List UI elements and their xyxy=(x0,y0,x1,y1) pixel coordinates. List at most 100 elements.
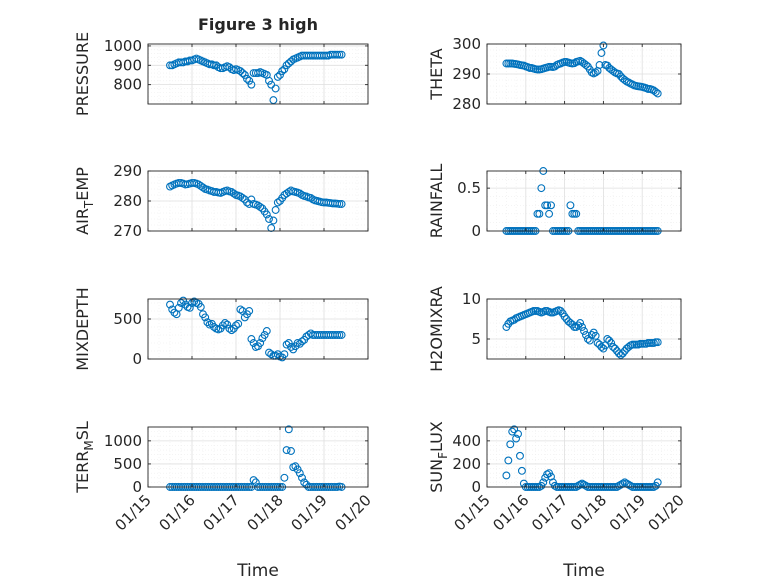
data-point xyxy=(229,189,238,198)
y-tick-label: 290 xyxy=(452,65,481,83)
y-tick-label: 1000 xyxy=(104,432,142,450)
data-point xyxy=(190,297,199,306)
y-axis-label: AIRTEMP xyxy=(73,167,96,235)
data-point xyxy=(535,209,544,218)
data-point xyxy=(295,189,304,198)
x-tick-label: 01/19 xyxy=(288,491,331,534)
chart-title: Figure 3 high xyxy=(198,15,318,34)
subplot-2: 280 290 300 THETA xyxy=(427,35,682,113)
data-point xyxy=(560,312,569,321)
data-point xyxy=(591,331,600,340)
y-tick-label: 290 xyxy=(113,162,142,180)
data-point xyxy=(581,331,590,339)
x-tick-label: 01/16 xyxy=(489,491,532,534)
series-markers xyxy=(166,50,346,105)
data-point xyxy=(247,80,256,89)
data-point xyxy=(284,339,293,347)
axes-box xyxy=(486,426,682,488)
data-point xyxy=(517,466,526,475)
series-markers xyxy=(166,296,346,362)
data-point xyxy=(576,480,585,489)
data-point xyxy=(201,313,210,322)
data-point xyxy=(333,331,342,339)
data-point xyxy=(295,339,304,348)
data-point xyxy=(512,434,521,443)
data-point xyxy=(607,339,616,347)
y-tick-label: 10 xyxy=(462,290,481,308)
data-point xyxy=(174,303,183,312)
data-point xyxy=(271,84,280,93)
x-tick-label: 01/15 xyxy=(112,491,155,534)
y-axis-label: MIXDEPTH xyxy=(73,287,92,370)
y-tick-label: 5 xyxy=(471,330,481,348)
y-tick-label: 1000 xyxy=(104,37,142,55)
data-point xyxy=(653,89,662,98)
data-point xyxy=(614,70,623,78)
data-point xyxy=(238,194,247,202)
data-point xyxy=(614,481,623,490)
y-tick-label: 280 xyxy=(452,95,481,113)
data-point xyxy=(556,307,565,315)
data-point xyxy=(514,429,522,438)
x-tick-label: 01/20 xyxy=(645,491,688,534)
series-markers xyxy=(166,179,346,232)
y-tick-label: 280 xyxy=(113,192,142,210)
data-point xyxy=(223,320,232,329)
data-point xyxy=(273,198,282,207)
data-point xyxy=(166,300,174,309)
data-point xyxy=(267,80,276,89)
data-point xyxy=(597,49,606,57)
data-point xyxy=(256,339,265,347)
data-point xyxy=(576,319,585,327)
data-point xyxy=(247,195,256,204)
data-point xyxy=(502,471,511,480)
y-axis-label: THETA xyxy=(427,48,446,100)
data-point xyxy=(278,67,287,76)
data-point xyxy=(580,327,588,335)
y-axis-label: RAINFALL xyxy=(427,164,446,239)
data-point xyxy=(616,480,625,489)
data-point xyxy=(504,456,513,465)
data-point xyxy=(337,50,346,59)
data-point xyxy=(335,331,344,339)
data-point xyxy=(651,88,660,96)
data-point xyxy=(260,331,269,339)
data-point xyxy=(298,473,306,482)
y-tick-label: 0 xyxy=(471,478,481,496)
y-tick-label: 200 xyxy=(452,455,481,473)
data-point xyxy=(335,50,344,59)
data-point xyxy=(506,440,515,449)
x-tick-label: 01/15 xyxy=(451,491,494,534)
data-point xyxy=(245,307,254,315)
data-point xyxy=(170,308,179,317)
x-tick-label: 01/19 xyxy=(606,491,649,534)
data-point xyxy=(547,201,555,210)
data-point xyxy=(284,425,293,434)
data-point xyxy=(626,481,635,490)
data-point xyxy=(287,447,295,455)
data-point xyxy=(587,331,596,339)
y-axis-label: SUNFLUX xyxy=(427,421,450,493)
data-point xyxy=(516,451,524,460)
data-point xyxy=(218,321,227,330)
data-point xyxy=(543,201,552,210)
data-point xyxy=(262,327,271,335)
data-point xyxy=(269,96,278,105)
y-tick-label: 0 xyxy=(132,350,142,368)
axes-box xyxy=(147,298,369,360)
data-point xyxy=(620,76,629,84)
axes-box xyxy=(147,426,369,488)
y-tick-label: 800 xyxy=(113,76,142,94)
y-tick-label: 500 xyxy=(113,455,142,473)
data-point xyxy=(269,216,278,225)
y-tick-label: 0.5 xyxy=(457,179,481,197)
data-point xyxy=(273,72,282,81)
x-axis-label: Time xyxy=(236,561,279,581)
subplot-6: 5 10 H2OMIXRA xyxy=(427,286,682,372)
data-point xyxy=(284,59,293,68)
data-point xyxy=(333,50,342,59)
data-point xyxy=(581,481,590,490)
data-point xyxy=(550,481,559,490)
